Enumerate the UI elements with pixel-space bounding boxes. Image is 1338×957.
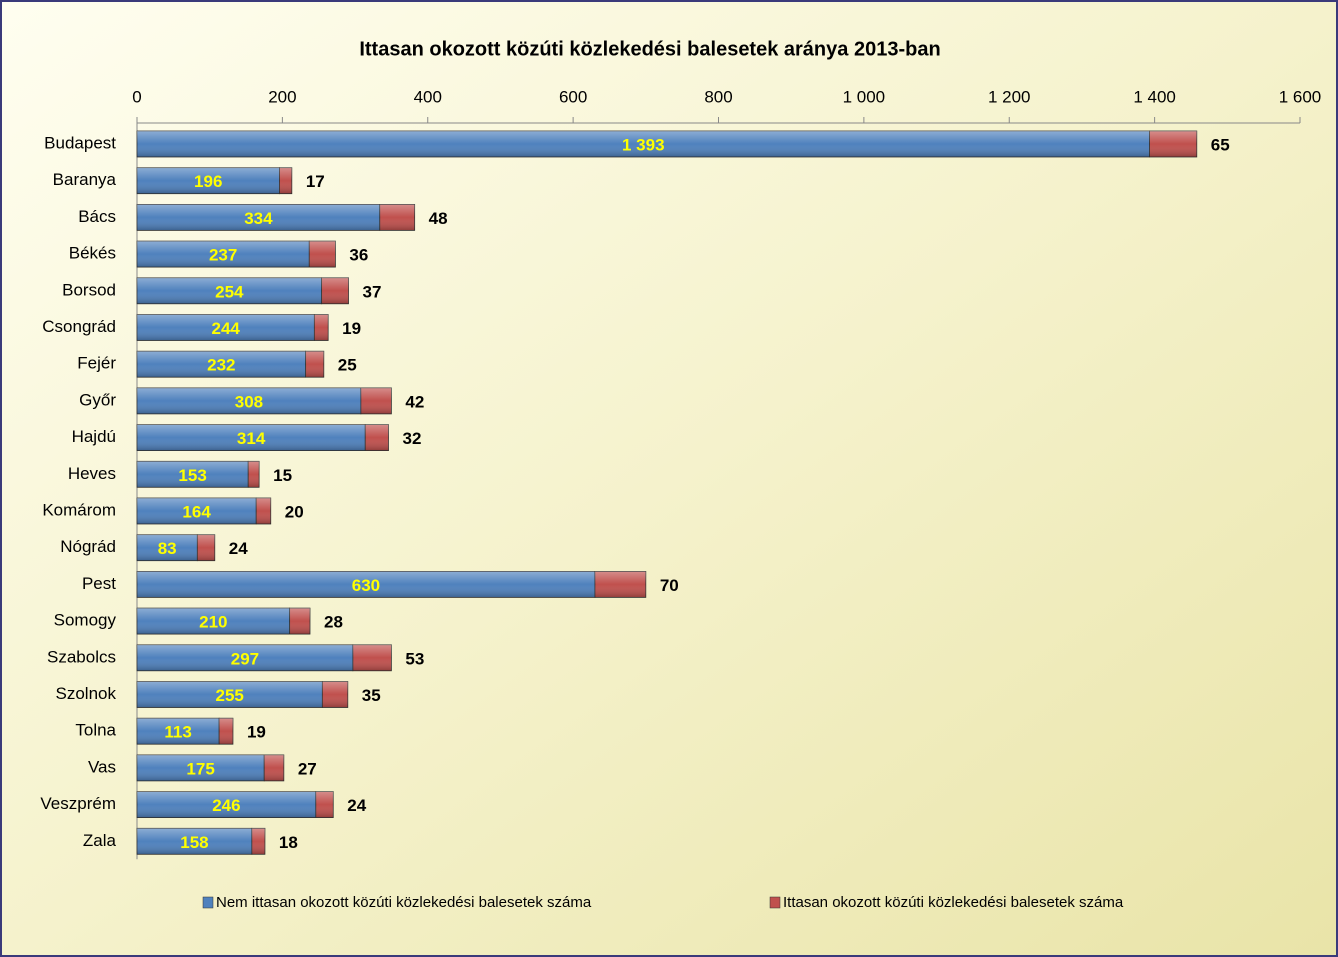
category-label: Zala [83,831,117,850]
data-label: 70 [660,576,679,595]
x-tick-label: 400 [414,87,442,106]
data-label: 32 [402,429,421,448]
data-label: 19 [342,319,361,338]
x-tick-label: 1 200 [988,87,1031,106]
category-label: Vas [88,757,116,776]
legend-swatch [202,896,214,909]
data-label: 83 [158,539,177,558]
data-label: 314 [237,429,266,448]
x-tick-label: 600 [559,87,587,106]
data-label: 158 [180,833,208,852]
data-label: 37 [363,282,382,301]
data-label: 24 [229,539,248,558]
data-label: 254 [215,282,244,301]
bar-segment [305,350,325,378]
legend-label: Ittasan okozott közúti közlekedési bales… [783,894,1124,911]
category-label: Tolna [75,721,116,740]
data-label: 297 [231,649,259,668]
data-label: 175 [186,759,214,778]
data-label: 255 [215,686,243,705]
data-label: 232 [207,356,235,375]
category-label: Baranya [53,170,117,189]
data-label: 15 [273,466,292,485]
data-label: 210 [199,613,227,632]
bar-segment [279,167,293,195]
x-tick-label: 1 400 [1133,87,1176,106]
category-label: Csongrád [42,317,116,336]
data-label: 113 [164,723,191,742]
data-label: 196 [194,172,222,191]
data-label: 53 [405,649,424,668]
bar-segment [247,460,260,488]
category-label: Szolnok [56,684,117,703]
data-label: 20 [285,502,304,521]
category-label: Fejér [77,354,116,373]
data-label: 36 [349,246,368,265]
data-label: 246 [212,796,240,815]
category-label: Pest [82,574,116,593]
data-label: 28 [324,613,343,632]
bar-segment [263,754,285,782]
bar-segment [255,497,272,525]
chart-title: Ittasan okozott közúti közlekedési bales… [359,38,940,60]
category-label: Békés [69,244,116,263]
legend-swatch [769,896,781,909]
x-tick-label: 1 600 [1279,87,1322,106]
category-label: Bács [78,207,116,226]
data-label: 244 [211,319,240,338]
data-label: 308 [235,392,263,411]
bar-segment [321,681,349,708]
bar-segment [364,424,389,452]
data-label: 17 [306,172,325,191]
bar-segment [308,240,336,268]
category-label: Somogy [54,611,117,630]
bar-segment [594,571,647,598]
bar-segment [360,387,392,415]
data-label: 1 393 [622,135,665,154]
category-label: Győr [79,390,116,409]
x-tick-label: 200 [268,87,296,106]
data-label: 27 [298,759,317,778]
bar-segment [289,607,311,635]
data-label: 334 [244,209,273,228]
category-label: Budapest [44,133,116,152]
x-tick-label: 800 [704,87,732,106]
data-label: 48 [429,209,448,228]
category-label: Szabolcs [47,647,116,666]
bar-segment [379,203,416,231]
category-label: Nógrád [60,537,116,556]
x-tick-label: 0 [132,87,141,106]
data-label: 153 [178,466,206,485]
legend-label: Nem ittasan okozott közúti közlekedési b… [216,894,592,911]
data-label: 164 [182,502,211,521]
data-label: 19 [247,723,266,742]
bar-segment [218,717,234,745]
data-label: 35 [362,686,381,705]
x-tick-label: 1 000 [843,87,886,106]
category-label: Hajdú [72,427,116,446]
data-label: 630 [352,576,380,595]
category-label: Komárom [42,500,116,519]
data-label: 65 [1211,135,1230,154]
data-label: 24 [347,796,366,815]
category-label: Veszprém [40,794,116,813]
bar-segment [196,534,216,562]
data-label: 42 [405,392,424,411]
bar-segment [352,644,392,672]
data-label: 18 [279,833,298,852]
bar-segment [1149,130,1198,158]
data-label: 237 [209,246,237,265]
bar-segment [315,791,334,818]
bar-segment [313,314,329,341]
category-label: Borsod [62,280,116,299]
data-label: 25 [338,356,357,375]
category-label: Heves [68,464,116,483]
bar-segment [321,277,349,305]
bar-segment [251,827,266,855]
